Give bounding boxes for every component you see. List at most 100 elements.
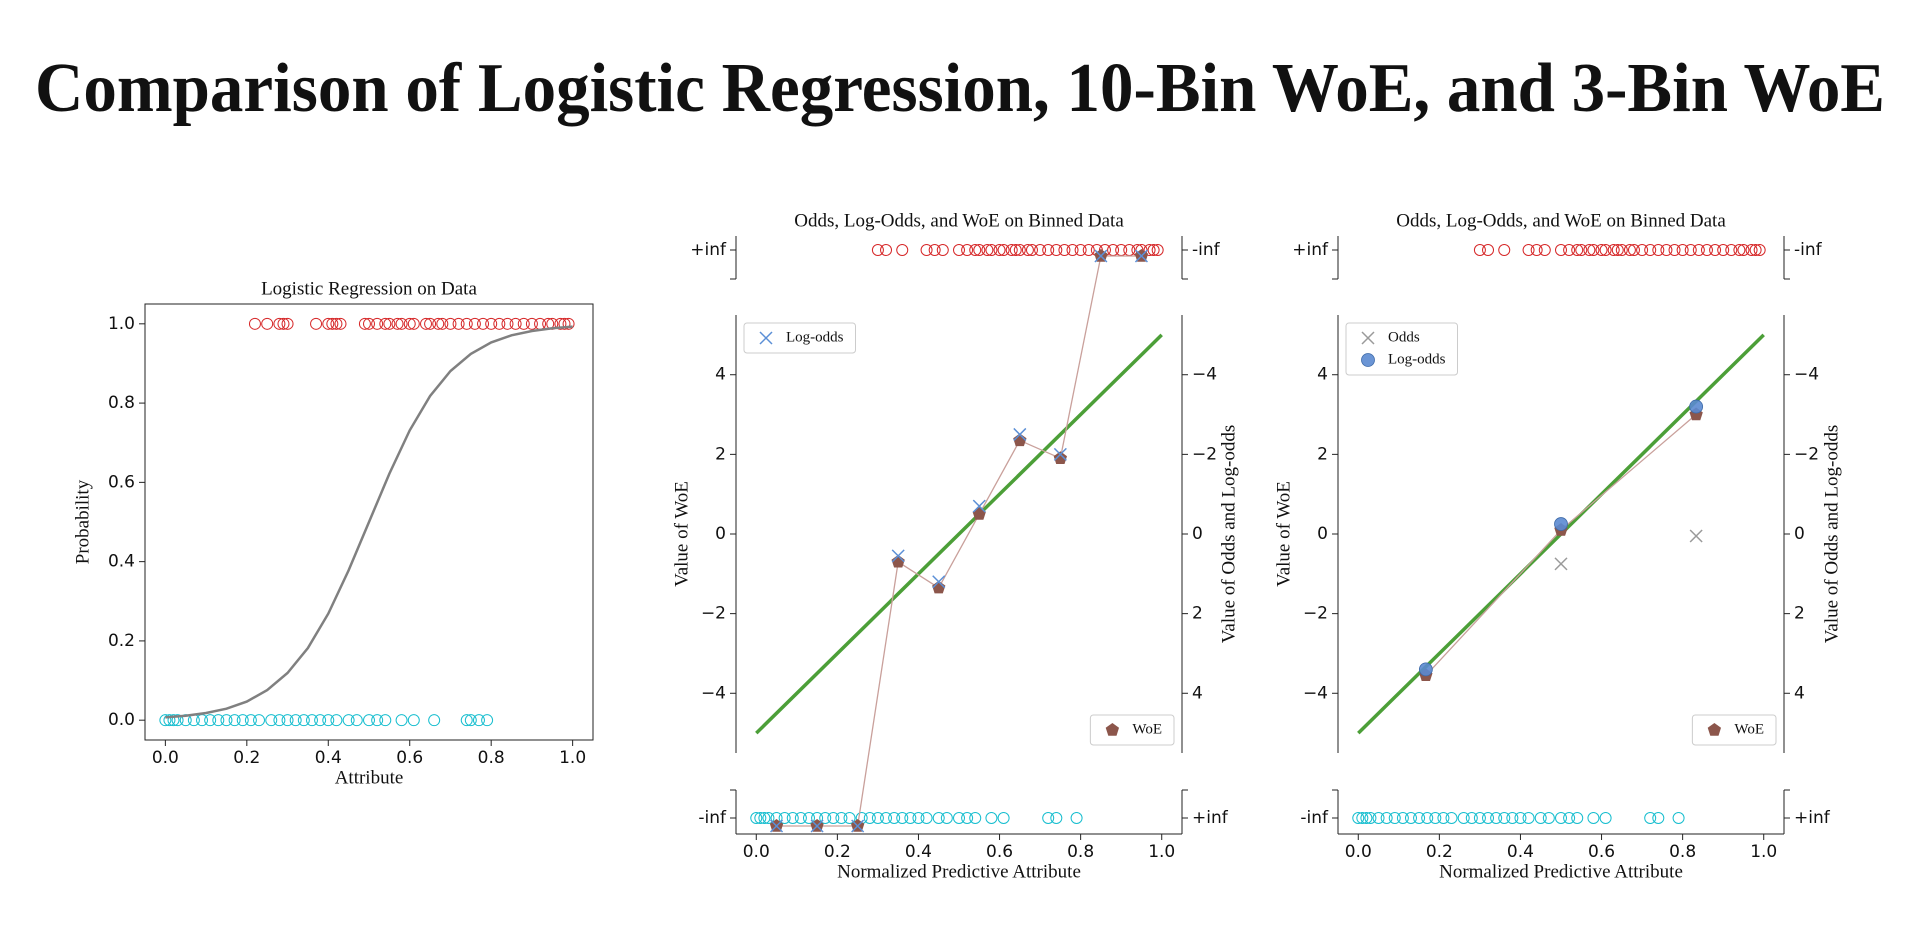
data-point — [953, 812, 965, 824]
data-point — [912, 812, 925, 824]
data-point — [420, 317, 433, 330]
data-point — [1672, 812, 1685, 824]
x-tick-label: 0.0 — [152, 748, 179, 768]
data-point — [273, 714, 286, 727]
data-point — [778, 812, 791, 824]
data-point — [244, 714, 257, 727]
data-point — [891, 554, 905, 568]
data-point — [1555, 812, 1567, 824]
panel-tick-label: -inf — [1300, 808, 1329, 828]
data-point — [1013, 433, 1027, 447]
data-point — [452, 317, 465, 330]
panel-tick-label: +inf — [690, 240, 727, 260]
y2-tick-label: 0 — [1192, 524, 1203, 544]
legend-label: Log-odds — [786, 329, 844, 345]
y-axis-label: Probability — [72, 479, 93, 564]
data-point — [1151, 244, 1164, 256]
data-point — [786, 812, 799, 824]
data-point — [1627, 244, 1640, 256]
data-point — [1745, 244, 1758, 256]
data-point — [395, 714, 408, 727]
data-point — [1506, 812, 1519, 824]
x-tick-label: 0.4 — [905, 842, 932, 862]
x-tick-label: 0.8 — [478, 748, 505, 768]
chart-title: Logistic Regression on Data — [261, 278, 477, 299]
data-point — [1753, 244, 1766, 256]
data-point — [1709, 244, 1722, 256]
legend-box — [1089, 714, 1175, 746]
data-point — [932, 575, 946, 589]
data-point — [1623, 244, 1636, 256]
data-point — [1587, 812, 1600, 824]
data-point — [1074, 244, 1087, 256]
data-point — [993, 244, 1006, 256]
data-point — [167, 714, 180, 727]
data-point — [1050, 244, 1063, 256]
data-point — [1749, 244, 1762, 256]
y-tick-label: 0.4 — [108, 552, 135, 572]
data-point — [228, 714, 241, 727]
data-point — [810, 819, 824, 833]
data-point — [1676, 244, 1689, 256]
data-point — [1388, 812, 1401, 824]
y-tick-label: −2 — [701, 604, 726, 624]
data-point — [1042, 244, 1055, 256]
data-point — [281, 317, 294, 330]
y2-tick-label: 0 — [1794, 524, 1805, 544]
data-point — [851, 819, 865, 833]
data-point — [843, 812, 856, 824]
panel-tick-label: +inf — [1192, 808, 1229, 828]
data-point — [310, 317, 323, 330]
data-point — [464, 714, 477, 727]
x-tick-label: 0.8 — [1669, 842, 1696, 862]
connecting-line — [1425, 414, 1697, 676]
data-point — [1571, 812, 1584, 824]
data-point — [379, 714, 392, 727]
x-tick-label: 1.0 — [1750, 842, 1777, 862]
data-point — [1025, 244, 1038, 256]
data-point — [1147, 244, 1160, 256]
data-point — [904, 812, 917, 824]
y-tick-label: 0 — [1317, 524, 1328, 544]
data-point — [1437, 812, 1450, 824]
data-point — [1644, 244, 1657, 256]
x-tick-label: 0.8 — [1067, 842, 1094, 862]
data-point — [265, 714, 278, 727]
y2-tick-label: −4 — [1794, 365, 1819, 385]
data-point — [1421, 812, 1434, 824]
data-point — [1611, 244, 1624, 256]
data-point — [391, 317, 404, 330]
data-point — [407, 317, 420, 330]
connecting-line — [856, 561, 899, 827]
data-point — [428, 714, 441, 727]
x-tick-label: 0.2 — [233, 748, 260, 768]
data-point — [754, 812, 767, 824]
data-point — [1684, 244, 1697, 256]
data-point — [997, 244, 1010, 256]
data-point — [1050, 812, 1063, 824]
data-point — [350, 714, 363, 727]
data-point — [477, 317, 490, 330]
legend-label: Log-odds — [1388, 351, 1446, 367]
data-point — [1490, 812, 1503, 824]
data-point — [395, 317, 408, 330]
data-point — [363, 714, 375, 727]
data-point — [1563, 812, 1576, 824]
x-tick-label: 0.4 — [315, 748, 342, 768]
data-point — [330, 714, 343, 727]
x-tick-label: 0.2 — [1426, 842, 1453, 862]
y-tick-label: 0.8 — [108, 393, 135, 413]
y-axis-label: Value of WoE — [1273, 481, 1294, 587]
data-point — [236, 714, 249, 727]
y-tick-label: 2 — [1317, 444, 1328, 464]
data-point — [1692, 244, 1705, 256]
data-point — [972, 499, 986, 513]
data-point — [277, 317, 290, 330]
data-point — [1733, 244, 1746, 256]
y-tick-label: 0 — [715, 524, 726, 544]
data-point — [835, 812, 848, 824]
data-point — [1583, 244, 1596, 256]
data-point — [371, 317, 384, 330]
data-point — [1070, 812, 1083, 824]
y2-tick-label: −2 — [1192, 444, 1217, 464]
